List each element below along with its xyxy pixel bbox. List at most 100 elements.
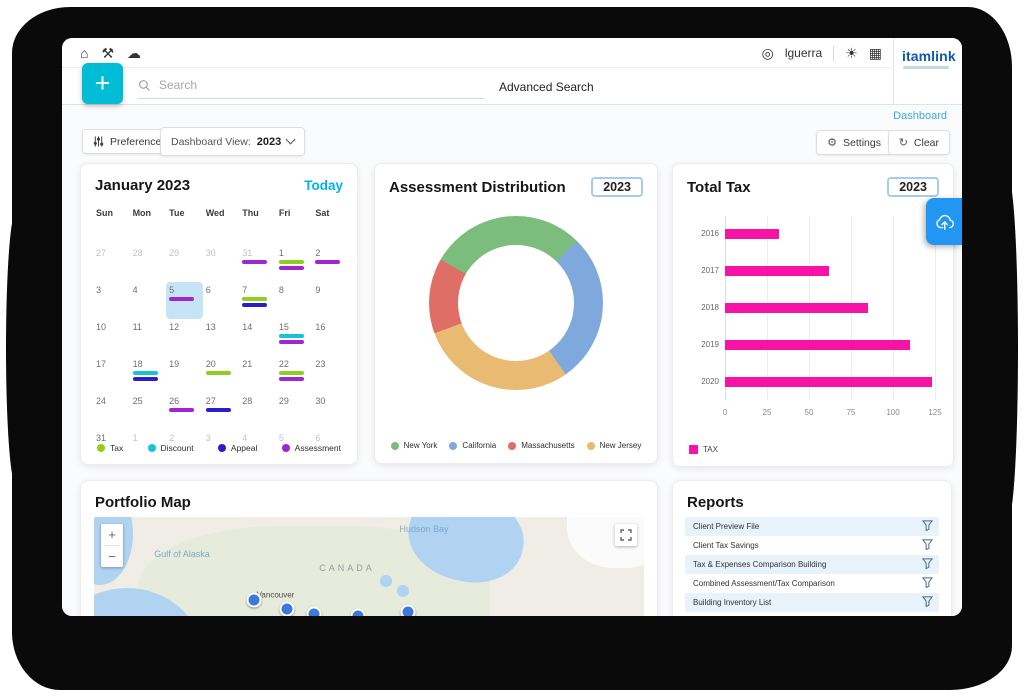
calendar-day-cell[interactable]: 24 <box>93 393 130 430</box>
calendar-event-bar-assessment[interactable] <box>278 266 304 270</box>
apps-grid-icon[interactable]: ▦ <box>868 45 882 61</box>
calendar-day-cell[interactable]: 13 <box>203 319 240 356</box>
calendar-day-cell[interactable]: 31 <box>93 430 130 467</box>
scope-icon[interactable]: ◎ <box>761 45 774 61</box>
report-row[interactable]: Combined Assessment/Tax Comparison <box>685 574 939 593</box>
calendar-day-cell[interactable]: 20 <box>203 356 240 393</box>
calendar-day-cell[interactable]: 17 <box>93 356 130 393</box>
username[interactable]: lguerra <box>784 46 823 60</box>
calendar-event-bar-appeal[interactable] <box>205 408 231 412</box>
calendar-day-cell[interactable]: 15 <box>276 319 313 356</box>
calendar-event-bar-assessment[interactable] <box>278 340 304 344</box>
calendar-day-cell[interactable]: 6 <box>203 282 240 319</box>
fullscreen-button[interactable] <box>615 524 637 546</box>
calendar-day-cell[interactable]: 21 <box>239 356 276 393</box>
calendar-event-bar-assessment[interactable] <box>278 377 304 381</box>
calendar-day-cell[interactable]: 27 <box>93 245 130 282</box>
legend-item[interactable]: TAX <box>689 445 718 454</box>
report-export-icon[interactable] <box>921 539 934 552</box>
calendar-day-cell[interactable]: 27 <box>203 393 240 430</box>
report-export-icon[interactable] <box>921 577 934 590</box>
calendar-day-cell[interactable]: 28 <box>130 245 167 282</box>
calendar-day-cell[interactable]: 6 <box>312 430 349 467</box>
calendar-event-bar-tax[interactable] <box>278 260 304 264</box>
calendar-day-cell[interactable]: 2 <box>166 430 203 467</box>
brightness-icon[interactable]: ☀ <box>845 45 858 61</box>
calendar-day-cell[interactable]: 22 <box>276 356 313 393</box>
report-row[interactable]: Building Inventory List <box>685 593 939 612</box>
report-export-icon[interactable] <box>921 596 934 609</box>
calendar-day-cell[interactable]: 11 <box>130 319 167 356</box>
calendar-day-cell[interactable]: 30 <box>203 245 240 282</box>
calendar-day-cell[interactable]: 18 <box>130 356 167 393</box>
add-button[interactable]: + <box>82 63 123 104</box>
home-icon[interactable]: ⌂ <box>80 45 89 61</box>
calendar-day-cell[interactable]: 5 <box>166 282 203 319</box>
calendar-event-bar-appeal[interactable] <box>242 303 268 307</box>
legend-item[interactable]: California <box>449 441 496 450</box>
calendar-day-cell[interactable]: 16 <box>312 319 349 356</box>
calendar-day-cell[interactable]: 25 <box>130 393 167 430</box>
calendar-event-bar-assessment[interactable] <box>315 260 341 264</box>
calendar-day-cell[interactable]: 4 <box>239 430 276 467</box>
calendar-event-bar-assessment[interactable] <box>169 297 195 301</box>
legend-item[interactable]: Massachusetts <box>508 441 575 450</box>
calendar-day-cell[interactable]: 8 <box>276 282 313 319</box>
legend-item[interactable]: New Jersey <box>586 441 641 450</box>
calendar-day-cell[interactable]: 19 <box>166 356 203 393</box>
zoom-in-button[interactable]: + <box>108 527 116 542</box>
calendar-event-bar-assessment[interactable] <box>242 260 268 264</box>
calendar-day-cell[interactable]: 31 <box>239 245 276 282</box>
calendar-day-cell[interactable]: 12 <box>166 319 203 356</box>
calendar-event-bar-appeal[interactable] <box>132 377 158 381</box>
calendar-day-cell[interactable]: 1 <box>130 430 167 467</box>
map-pin[interactable] <box>350 608 366 616</box>
map-pin[interactable] <box>279 601 294 616</box>
calendar-day-cell[interactable]: 3 <box>203 430 240 467</box>
map-pin[interactable] <box>306 606 322 616</box>
calendar-event-bar-tax[interactable] <box>205 371 231 375</box>
dashboard-link[interactable]: Dashboard <box>893 110 947 122</box>
calendar-event-bar-assessment[interactable] <box>169 408 195 412</box>
calendar-event-bar-tax[interactable] <box>242 297 268 301</box>
zoom-out-button[interactable]: − <box>108 549 116 564</box>
itamlink-logo[interactable]: itamlink <box>902 48 956 64</box>
calendar-day-cell[interactable]: 14 <box>239 319 276 356</box>
calendar-day-cell[interactable]: 1 <box>276 245 313 282</box>
map-pin[interactable] <box>246 592 261 608</box>
dashboard-view-dropdown[interactable]: Dashboard View: 2023 <box>160 127 306 156</box>
calendar-event-bar-discount[interactable] <box>278 334 304 338</box>
calendar-day-cell[interactable]: 10 <box>93 319 130 356</box>
map-canvas[interactable]: Hudson Bay Gulf of Alaska CANADA Vancouver … <box>94 517 644 616</box>
clear-button[interactable]: ↻ Clear <box>887 130 950 155</box>
calendar-day-cell[interactable]: 7 <box>239 282 276 319</box>
report-row[interactable]: Client Preview File <box>685 517 939 536</box>
calendar-day-cell[interactable]: 3 <box>93 282 130 319</box>
calendar-day-cell[interactable]: 28 <box>239 393 276 430</box>
calendar-day-cell[interactable]: 5 <box>276 430 313 467</box>
cloud-upload-button[interactable] <box>926 198 962 245</box>
assessment-donut[interactable] <box>429 216 603 390</box>
calendar-event-bar-tax[interactable] <box>278 371 304 375</box>
calendar-event-bar-discount[interactable] <box>132 371 158 375</box>
calendar-day-cell[interactable]: 29 <box>166 245 203 282</box>
legend-item[interactable]: New York <box>390 441 437 450</box>
report-export-icon[interactable] <box>921 520 934 533</box>
today-button[interactable]: Today <box>304 178 343 193</box>
calendar-day-cell[interactable]: 9 <box>312 282 349 319</box>
search-input[interactable]: Search <box>138 78 484 99</box>
calendar-day-cell[interactable]: 4 <box>130 282 167 319</box>
calendar-day-cell[interactable]: 30 <box>312 393 349 430</box>
calendar-day-cell[interactable]: 23 <box>312 356 349 393</box>
calendar-day-cell[interactable]: 26 <box>166 393 203 430</box>
settings-button[interactable]: ⚙ Settings <box>816 130 892 155</box>
report-row[interactable]: Tax & Expenses Comparison Building <box>685 555 939 574</box>
report-row[interactable]: Client Tax Savings <box>685 536 939 555</box>
calendar-day-cell[interactable]: 2 <box>312 245 349 282</box>
calendar-day-cell[interactable]: 29 <box>276 393 313 430</box>
report-export-icon[interactable] <box>921 558 934 571</box>
map-pin[interactable] <box>400 604 415 616</box>
advanced-search-link[interactable]: Advanced Search <box>499 80 594 94</box>
tools-icon[interactable]: ⚒ <box>101 45 115 61</box>
cloud-icon[interactable]: ☁ <box>127 45 142 61</box>
